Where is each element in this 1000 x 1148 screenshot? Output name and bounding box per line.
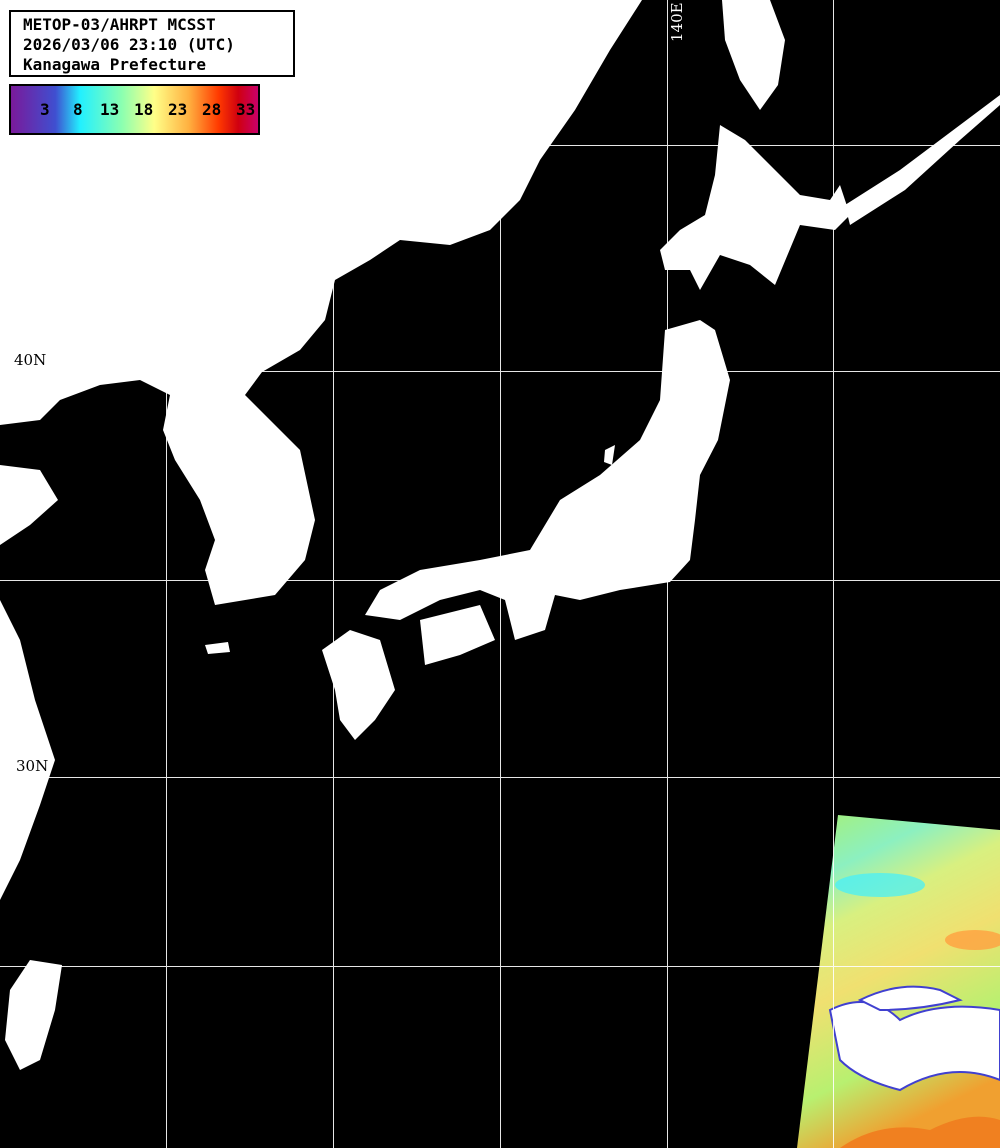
sakhalin [722,0,785,110]
temperature-colorbar: 3 8 13 18 23 28 33 [9,84,260,135]
shikoku [420,605,495,665]
colorbar-tick: 18 [134,100,154,119]
colorbar-tick: 3 [40,100,50,119]
hokkaido [660,125,850,290]
title-box: METOP-03/AHRPT MCSST 2026/03/06 23:10 (U… [9,10,295,77]
oki [400,128,428,165]
colorbar-tick: 23 [168,100,188,119]
china-coast [0,600,55,900]
lat-label-40n: 40N [14,351,47,369]
satellite-product: METOP-03/AHRPT MCSST [23,15,216,34]
colorbar-tick: 28 [202,100,222,119]
kyushu [322,630,395,740]
honshu [365,320,730,640]
timestamp: 2026/03/06 23:10 (UTC) [23,35,235,54]
asia-mainland [0,0,642,605]
colorbar-tick: 13 [100,100,120,119]
taiwan [5,960,62,1070]
sado [604,445,615,465]
lon-label-140e: 140E [668,2,686,42]
colorbar-tick: 8 [73,100,83,119]
shandong [0,465,58,545]
land [0,0,1000,1070]
jeju [205,642,230,654]
satellite-swath [797,815,1000,1148]
colorbar-tick: 33 [236,100,256,119]
kuril [845,95,1000,225]
lat-label-30n: 30N [16,757,49,775]
region-name: Kanagawa Prefecture [23,55,207,74]
